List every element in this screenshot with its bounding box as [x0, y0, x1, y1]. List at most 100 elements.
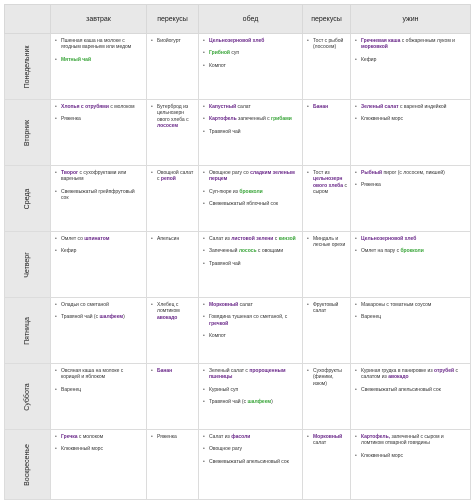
meal-text: Апельсин: [157, 236, 180, 242]
highlighted-ingredient: брокколи: [239, 188, 263, 195]
bullet-icon: •: [307, 38, 309, 44]
meal-item: • Цельнозерновой хлеб: [355, 236, 467, 242]
meal-item: • Бутерброд из цельнозерн ового хлеба с л…: [151, 104, 195, 130]
bullet-icon: •: [151, 38, 153, 44]
meal-cell-snack-1: • Ряженка: [146, 429, 199, 500]
meal-text: Пшенная каша на молоке с ягодным варенье…: [61, 38, 132, 51]
meal-text: Салат из: [209, 236, 232, 242]
bullet-icon: •: [355, 386, 357, 393]
day-row: Четверг • Омлет со шпинатом • Кефир • Апельсин…: [4, 231, 471, 298]
highlighted-ingredient: Картофель: [209, 116, 237, 123]
meal-text: салат: [238, 302, 253, 308]
meal-item: • Запеченный лосось с овощами: [203, 248, 299, 254]
meal-item: • Говядина тушеная со сметаной, с гречкой: [203, 314, 299, 327]
bullet-icon: •: [355, 236, 357, 242]
bullet-icon: •: [355, 182, 357, 189]
meal-cell-snack-2: • Миндаль и лесные орехи: [302, 231, 351, 298]
bullet-icon: •: [55, 386, 57, 393]
bullet-icon: •: [55, 56, 57, 63]
meal-plan-body: Понедельник • Пшенная каша на молоке с яго…: [4, 33, 471, 500]
meal-cell-dinner: • Макароны с томатным соусом • Варенец: [350, 297, 471, 364]
meal-item: • Картофель запеченный с грибами: [203, 116, 299, 122]
meal-item: • Салат из листовой зелени с кинзой: [203, 236, 299, 242]
bullet-icon: •: [55, 188, 57, 195]
meal-text: Травяной чай (с: [209, 399, 248, 406]
meal-cell-dinner: • Зеленый салат с вареной индейкой • Клюкве…: [350, 99, 471, 166]
meal-item: • Травяной чай (с шалфеем): [203, 399, 299, 405]
day-label: Воскресенье: [23, 443, 31, 486]
meal-item: • Травяной чай (с шалфеем): [55, 314, 143, 320]
meal-text: с сухофруктами или вареньем: [61, 170, 127, 183]
day-cell: Суббота: [4, 363, 51, 430]
meal-text: ): [271, 399, 273, 406]
meal-text: Зеленый салат с: [209, 368, 250, 374]
meal-text: Овсяная каша на молоке с корицей и яблок…: [61, 368, 124, 381]
highlighted-ingredient: репой: [160, 176, 176, 183]
highlighted-ingredient: кинзой: [278, 236, 296, 242]
meal-text: Варенец: [361, 314, 382, 321]
meal-text: Биойогурт: [157, 38, 181, 44]
bullet-icon: •: [151, 434, 153, 440]
highlighted-ingredient: Рыбный: [361, 170, 383, 176]
day-row: Пятница • Оладьи со сметаной • Травяной чай …: [4, 297, 471, 364]
day-cell: Четверг: [4, 231, 51, 298]
highlighted-ingredient: лососем: [157, 123, 179, 130]
meal-text: с салатом из: [361, 368, 459, 381]
meal-item: • Грибной суп: [203, 50, 299, 56]
meal-text: Свежевыжатый апельсиновый сок: [209, 458, 289, 465]
bullet-icon: •: [203, 302, 205, 308]
meal-text: Сухофрукты (финики, изюм): [313, 368, 342, 387]
meal-text: Ряженка: [361, 182, 381, 189]
meal-item: • Апельсин: [151, 236, 195, 242]
meal-item: • Свежевыжатый яблочный сок: [203, 201, 299, 207]
meal-item: • Травяной чай: [203, 261, 299, 267]
bullet-icon: •: [307, 434, 309, 440]
meal-item: • Ряженка: [55, 116, 143, 122]
day-cell: Воскресенье: [4, 429, 51, 500]
meal-cell-snack-2: • Морковный салат: [302, 429, 351, 500]
bullet-icon: •: [355, 302, 357, 308]
meal-text: Овощное рагу: [209, 446, 242, 453]
meal-text: Травяной чай: [209, 260, 241, 267]
meal-item: • Зеленый салат с пророщенным пшеницы: [203, 368, 299, 381]
bullet-icon: •: [151, 236, 153, 242]
meal-cell-breakfast: • Творог с сухофруктами или вареньем • Свеж…: [50, 165, 147, 232]
meal-text: Клюквенный морс: [61, 446, 103, 453]
meal-item: • Компот: [203, 63, 299, 69]
meal-text: Свежевыжатый грейпфрутовый сок: [61, 188, 135, 202]
meal-item: • Морковный салат: [203, 302, 299, 308]
meal-item: • Ряженка: [355, 182, 467, 188]
meal-item: • Овсяная каша на молоке с корицей и ябло…: [55, 368, 143, 381]
meal-text: Омлет со: [61, 236, 85, 242]
bullet-icon: •: [203, 368, 205, 374]
highlighted-ingredient: Цельнозерновой хлеб: [361, 236, 417, 242]
meal-item: • Макароны с томатным соусом: [355, 302, 467, 308]
meal-item: • Пшенная каша на молоке с ягодным варень…: [55, 38, 143, 51]
meal-text: Свежевыжатый яблочный сок: [209, 201, 279, 208]
meal-text: Кефир: [361, 56, 377, 63]
bullet-icon: •: [55, 314, 57, 321]
highlighted-ingredient: грибами: [271, 116, 292, 123]
meal-text: с овощами: [256, 248, 284, 255]
meal-cell-lunch: • Зеленый салат с пророщенным пшеницы • Кур…: [198, 363, 303, 430]
bullet-icon: •: [55, 446, 57, 453]
bullet-icon: •: [355, 452, 357, 459]
meal-item: • Овощной салат с репой: [151, 170, 195, 183]
meal-cell-breakfast: • Пшенная каша на молоке с ягодным варень…: [50, 33, 147, 100]
meal-cell-snack-2: • Тост с рыбой (лососем): [302, 33, 351, 100]
meal-item: • Биойогурт: [151, 38, 195, 44]
bullet-icon: •: [55, 368, 57, 374]
meal-text: Варенец: [61, 386, 82, 393]
bullet-icon: •: [55, 248, 57, 255]
bullet-icon: •: [203, 128, 205, 135]
meal-item: • Мятный чай: [55, 57, 143, 63]
meal-cell-dinner: • Куриная грудка в панировке из отрубей с…: [350, 363, 471, 430]
bullet-icon: •: [355, 104, 357, 110]
meal-item: • Овощное рагу со сладким зеленым перцем: [203, 170, 299, 183]
meal-text: Миндаль и лесные орехи: [313, 236, 346, 249]
meal-text: суп: [230, 50, 240, 57]
bullet-icon: •: [203, 333, 205, 340]
meal-item: • Банан: [307, 104, 347, 110]
meal-cell-snack-2: • Фруктовый салат: [302, 297, 351, 364]
meal-item: • Клюквенный морс: [355, 453, 467, 459]
